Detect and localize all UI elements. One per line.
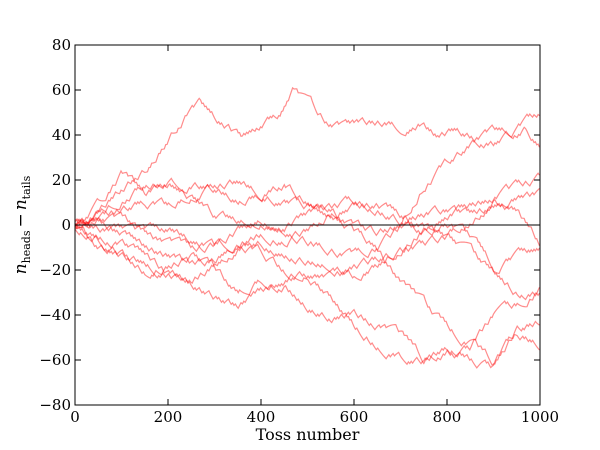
series-line-1	[74, 86, 541, 226]
y-tick-label: −20	[39, 261, 71, 279]
y-axis-label-minus: −	[11, 213, 31, 227]
x-tick-label: 400	[247, 408, 276, 426]
tick-layer: 0 200 400 600 800 1000 −80 −60 −40 −20 0 20 40 60 80	[39, 36, 559, 426]
series-layer	[74, 86, 541, 369]
y-tick-label: 80	[52, 36, 71, 54]
x-tick-label: 0	[70, 408, 80, 426]
y-tick-label: 0	[61, 216, 71, 234]
series-line-5	[74, 225, 541, 363]
series-line-8	[74, 183, 540, 233]
y-tick-label: −60	[39, 351, 71, 369]
y-axis-label-var: n	[11, 263, 31, 274]
x-axis-label: Toss number	[256, 425, 360, 444]
y-axis-label: nheads−ntails	[11, 175, 33, 274]
y-tick-label: −80	[39, 396, 71, 414]
series-line-6	[74, 200, 540, 301]
series-line-9	[74, 172, 540, 285]
series-line-4	[74, 222, 540, 369]
series-line-10	[74, 198, 541, 282]
series-line-2	[74, 112, 540, 237]
y-axis-label-var-2: n	[11, 199, 31, 210]
x-tick-label: 800	[433, 408, 462, 426]
y-tick-label: 60	[52, 81, 71, 99]
y-tick-label: −40	[39, 306, 71, 324]
y-axis-label-sub-tails: tails	[20, 175, 33, 199]
series-line-3	[74, 179, 540, 366]
x-tick-label: 200	[154, 408, 183, 426]
x-tick-label: 600	[340, 408, 369, 426]
y-tick-label: 20	[52, 171, 71, 189]
x-tick-label: 1000	[521, 408, 559, 426]
y-axis-label-sub-heads: heads	[20, 230, 33, 263]
y-tick-label: 40	[52, 126, 71, 144]
